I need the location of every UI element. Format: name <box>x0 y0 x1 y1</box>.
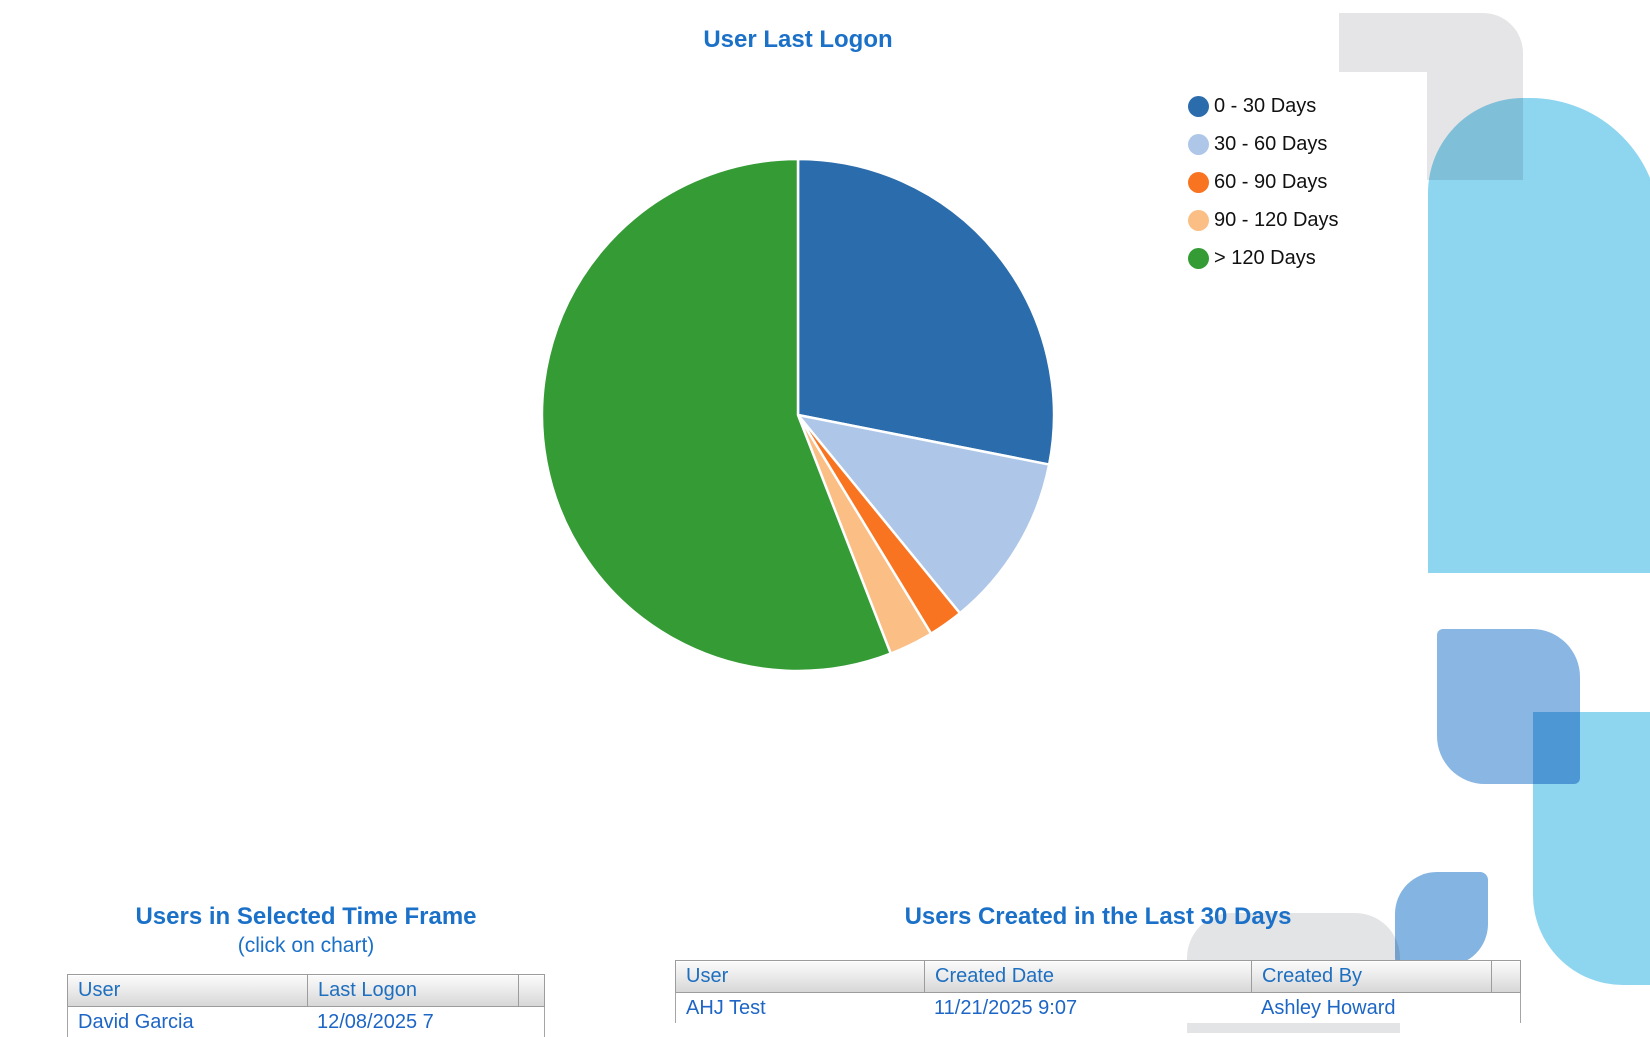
pie-svg <box>540 157 1056 673</box>
legend-label: 0 - 30 Days <box>1214 94 1317 117</box>
legend-label: > 120 Days <box>1214 246 1316 269</box>
decor-blue-petal-large <box>1428 98 1650 573</box>
column-header[interactable] <box>518 975 544 1006</box>
table-header-row: User Created Date Created By <box>675 960 1521 993</box>
column-header[interactable]: User <box>78 979 121 1001</box>
pie-slice--120-days[interactable] <box>540 157 892 673</box>
legend-item: > 120 Days <box>1188 239 1339 277</box>
users-created-table: User Created Date Created By AHJ Test 11/21… <box>675 960 1521 1023</box>
table-row[interactable]: AHJ Test 11/21/2025 9:07 Ashley Howard <box>676 993 1520 1023</box>
legend-swatch-over-120-icon <box>1188 247 1209 269</box>
legend-label: 90 - 120 Days <box>1214 208 1339 231</box>
column-header[interactable]: User <box>686 965 729 987</box>
legend-item: 90 - 120 Days <box>1188 201 1339 239</box>
table-cell: 11/21/2025 9:07 <box>934 996 1078 1019</box>
decor-cyan-petal-bottom-right <box>1533 712 1650 985</box>
users-created-section: Users Created in the Last 30 Days User Cr… <box>675 902 1521 1023</box>
user-last-logon-pie-chart[interactable] <box>540 157 1056 673</box>
legend-swatch-0-30-icon <box>1188 95 1209 117</box>
legend-label: 30 - 60 Days <box>1214 132 1328 155</box>
table-row[interactable]: David Garcia 12/08/2025 7 <box>68 1007 544 1037</box>
column-header[interactable] <box>1491 961 1520 992</box>
legend-item: 30 - 60 Days <box>1188 125 1339 163</box>
table-body: David Garcia 12/08/2025 7 <box>67 1007 545 1037</box>
legend-swatch-30-60-icon <box>1188 133 1209 155</box>
left-table-title: Users in Selected Time Frame <box>135 903 477 930</box>
pie-chart-title: User Last Logon <box>703 26 893 53</box>
legend-label: 60 - 90 Days <box>1214 170 1328 193</box>
decor-blue-petal-small <box>1395 872 1488 966</box>
table-body: AHJ Test 11/21/2025 9:07 Ashley Howard <box>675 993 1521 1023</box>
legend-swatch-90-120-icon <box>1188 209 1209 231</box>
users-in-time-frame-section: Users in Selected Time Frame (click on c… <box>67 902 545 1037</box>
right-table-title: Users Created in the Last 30 Days <box>904 903 1292 930</box>
table-cell: David Garcia <box>78 1010 194 1033</box>
pie-slice-30-60-days[interactable] <box>796 413 1051 615</box>
legend-item: 60 - 90 Days <box>1188 163 1339 201</box>
column-header[interactable]: Created By <box>1251 961 1491 992</box>
table-cell: Ashley Howard <box>1261 996 1396 1019</box>
table-cell: AHJ Test <box>686 996 766 1019</box>
column-header[interactable]: Last Logon <box>307 975 518 1006</box>
table-header-row: User Last Logon <box>67 974 545 1007</box>
pie-slice-0-30-days[interactable] <box>796 157 1056 466</box>
column-header[interactable]: Created Date <box>924 961 1251 992</box>
legend-swatch-60-90-icon <box>1188 171 1209 193</box>
pie-legend: 0 - 30 Days 30 - 60 Days 60 - 90 Days 90… <box>1188 87 1339 277</box>
users-in-time-frame-table: User Last Logon David Garcia 12/08/2025 7 <box>67 974 545 1037</box>
table-cell: 12/08/2025 7 <box>317 1010 434 1033</box>
left-table-subtitle: (click on chart) <box>237 934 375 957</box>
legend-item: 0 - 30 Days <box>1188 87 1339 125</box>
